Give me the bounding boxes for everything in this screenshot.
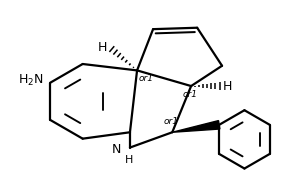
Text: H: H xyxy=(98,41,107,54)
Text: H: H xyxy=(125,155,133,165)
Text: or1: or1 xyxy=(164,117,179,126)
Polygon shape xyxy=(172,121,220,132)
Text: or1: or1 xyxy=(139,74,154,84)
Text: or1: or1 xyxy=(182,90,197,99)
Text: N: N xyxy=(112,143,121,156)
Text: H$_2$N: H$_2$N xyxy=(18,73,44,89)
Text: H: H xyxy=(223,79,233,93)
